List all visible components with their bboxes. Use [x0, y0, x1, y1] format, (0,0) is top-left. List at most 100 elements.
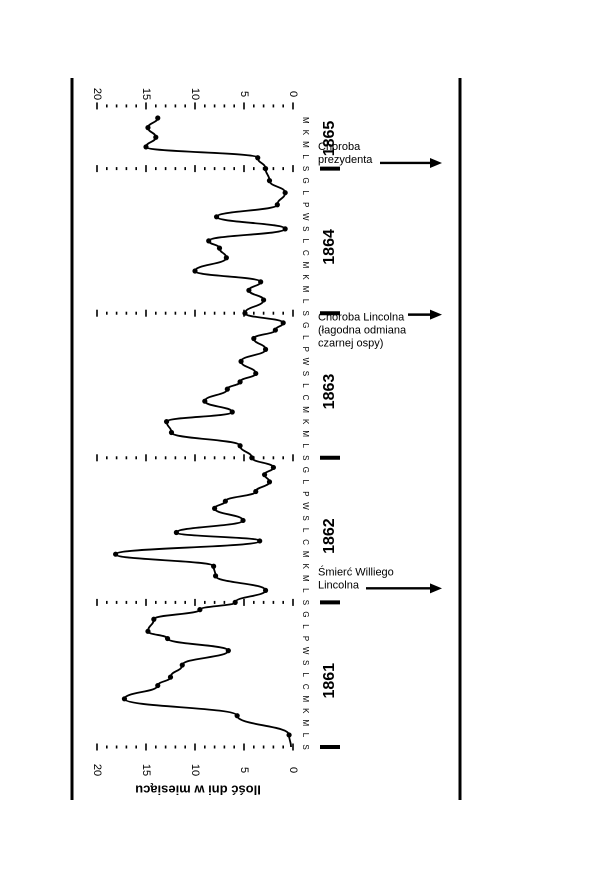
- y-tick-label-bottom: 15: [140, 764, 152, 776]
- month-letter: M: [301, 141, 310, 148]
- annotation-text: (łagodna odmiana: [318, 325, 407, 337]
- data-point: [224, 386, 230, 392]
- month-letter: W: [301, 358, 310, 366]
- y-tick-label-top: 15: [140, 88, 152, 100]
- year-label: 1861: [321, 663, 338, 699]
- month-letter: S: [301, 660, 310, 665]
- month-letter: S: [301, 371, 310, 376]
- month-letter: P: [301, 347, 310, 352]
- month-letter: C: [301, 539, 310, 545]
- month-letter: M: [301, 286, 310, 293]
- month-letter: G: [301, 611, 310, 617]
- month-letter: W: [301, 213, 310, 221]
- data-point: [212, 573, 219, 579]
- month-letter: K: [301, 274, 310, 280]
- month-letter: S: [301, 455, 310, 460]
- data-point: [216, 245, 223, 251]
- data-point: [274, 202, 280, 208]
- data-point: [143, 144, 149, 150]
- month-letter: L: [301, 190, 310, 195]
- y-tick-label-bottom: 0: [287, 767, 299, 773]
- month-letter: L: [301, 383, 310, 388]
- data-point: [253, 488, 259, 495]
- month-letter: L: [301, 335, 310, 340]
- data-point: [222, 498, 228, 504]
- data-point: [213, 214, 220, 220]
- data-point: [145, 125, 151, 131]
- month-letter: M: [301, 720, 310, 727]
- month-letter: C: [301, 250, 310, 256]
- month-letter: K: [301, 708, 310, 714]
- data-point: [163, 419, 170, 425]
- year-label: 1864: [321, 229, 338, 265]
- data-point: [262, 166, 269, 172]
- month-letter: M: [301, 575, 310, 582]
- data-point: [246, 287, 252, 293]
- data-point: [255, 155, 261, 161]
- month-letter: S: [301, 166, 310, 171]
- month-letter: L: [301, 733, 310, 738]
- data-point: [168, 429, 175, 436]
- data-point: [234, 713, 240, 719]
- data-point: [192, 268, 198, 274]
- data-point: [237, 443, 243, 449]
- data-point: [206, 238, 212, 244]
- month-letter: S: [301, 744, 310, 749]
- month-letter: L: [301, 154, 310, 159]
- annotation-text: prezydenta: [318, 154, 373, 166]
- month-letter: M: [301, 695, 310, 702]
- series-line: [114, 117, 292, 748]
- month-letter: G: [301, 178, 310, 184]
- month-letter: M: [301, 262, 310, 269]
- data-point: [261, 297, 267, 303]
- month-letter: L: [301, 444, 310, 449]
- annotation-text: czarnej ospy): [318, 338, 383, 350]
- data-point: [211, 563, 217, 569]
- month-letter: G: [301, 322, 310, 328]
- month-letter: M: [301, 406, 310, 413]
- annotation-text: Choroba Lincolna: [318, 312, 405, 324]
- data-point: [270, 464, 276, 471]
- data-point: [121, 696, 128, 702]
- data-point: [153, 134, 159, 140]
- data-point: [262, 587, 269, 593]
- data-point: [212, 505, 218, 512]
- month-letter: S: [301, 600, 310, 605]
- data-point: [261, 472, 268, 478]
- month-letter: P: [301, 636, 310, 641]
- data-point: [155, 115, 161, 121]
- data-point: [249, 455, 255, 461]
- year-label: 1865: [321, 121, 338, 157]
- data-point: [282, 226, 288, 232]
- data-point: [167, 674, 174, 680]
- month-letter: S: [301, 311, 310, 316]
- month-letter: L: [301, 624, 310, 629]
- month-letter: P: [301, 202, 310, 207]
- y-axis-title: Ilość dni w miesiącu: [135, 783, 261, 798]
- data-point: [282, 190, 288, 196]
- data-point: [286, 732, 292, 738]
- y-tick-label-bottom: 10: [189, 764, 201, 776]
- data-point: [173, 529, 179, 536]
- annotation-text: Choroba: [318, 141, 361, 153]
- data-point: [113, 551, 119, 557]
- annotation-arrow-head: [430, 583, 442, 594]
- y-tick-label-top: 5: [238, 91, 250, 97]
- annotation-arrow-head: [430, 157, 442, 168]
- y-tick-label-top: 10: [189, 88, 201, 100]
- data-point: [151, 616, 157, 622]
- data-point: [232, 599, 238, 606]
- data-point: [229, 409, 235, 415]
- month-letter: L: [301, 480, 310, 485]
- data-point: [266, 479, 273, 485]
- data-point: [272, 327, 278, 333]
- month-letter: L: [301, 239, 310, 244]
- data-point: [242, 310, 248, 316]
- month-letter: W: [301, 502, 310, 510]
- month-letter: K: [301, 130, 310, 136]
- data-point: [253, 370, 259, 377]
- data-point: [237, 379, 243, 385]
- month-letter: S: [301, 515, 310, 520]
